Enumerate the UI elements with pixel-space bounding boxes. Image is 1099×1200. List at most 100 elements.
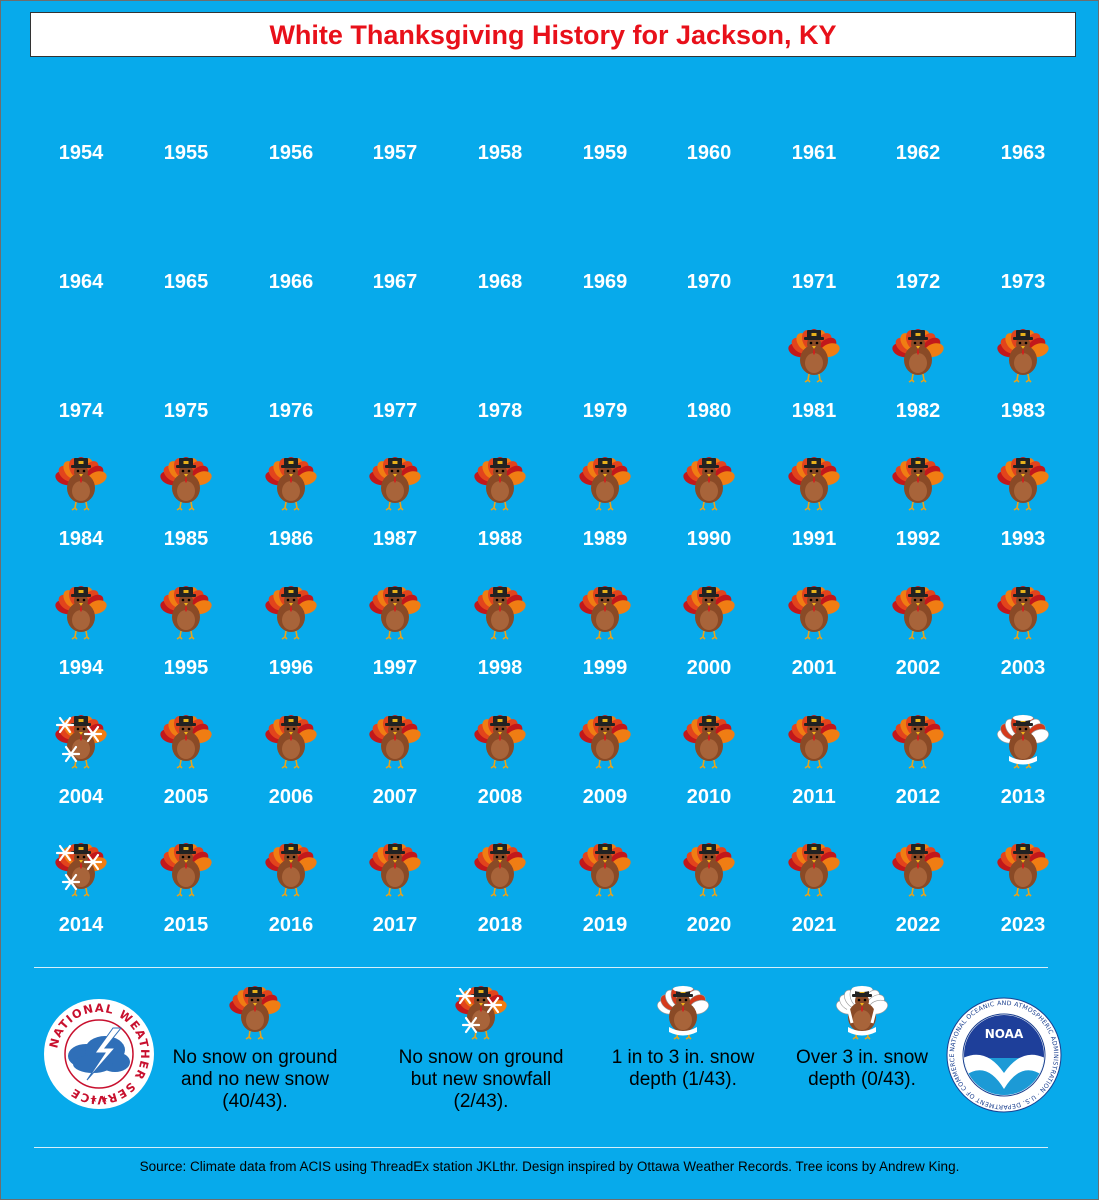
year-label: 1985 xyxy=(163,528,209,550)
turkey-plain-icon xyxy=(261,708,321,772)
year-label: 1976 xyxy=(268,400,314,422)
year-label: 2009 xyxy=(582,786,628,808)
year-label: 2011 xyxy=(792,786,836,808)
year-label: 2013 xyxy=(1000,786,1046,808)
legend-label: Over 3 in. snow depth (0/43). xyxy=(796,1047,928,1090)
turkey-plain-icon xyxy=(261,579,321,643)
turkey-plain-icon xyxy=(470,708,530,772)
year-label: 1971 xyxy=(791,271,837,293)
source-note: Source: Climate data from ACIS using Thr… xyxy=(139,1159,960,1174)
turkey-plain-icon xyxy=(470,836,530,900)
year-label: 1954 xyxy=(58,142,104,164)
year-label: 1975 xyxy=(163,400,209,422)
year-label: 2018 xyxy=(477,914,523,936)
year-label: 1978 xyxy=(477,400,523,422)
turkey-plain-icon xyxy=(679,708,739,772)
year-label: 1970 xyxy=(686,271,732,293)
year-label: 1958 xyxy=(477,142,523,164)
turkey-plain-icon xyxy=(156,450,216,514)
turkey-plain-icon xyxy=(888,322,948,386)
year-label: 1974 xyxy=(58,400,104,422)
year-label: 1969 xyxy=(582,271,628,293)
title-box: White Thanksgiving History for Jackson, … xyxy=(30,12,1076,57)
year-label: 1965 xyxy=(163,271,209,293)
turkey-plain-icon xyxy=(225,979,285,1043)
turkey-plain-icon xyxy=(365,836,425,900)
year-label: 1956 xyxy=(268,142,314,164)
year-label: 1980 xyxy=(686,400,732,422)
year-label: 1999 xyxy=(582,657,628,679)
year-label: 2023 xyxy=(1000,914,1046,936)
turkey-plain-icon xyxy=(993,579,1053,643)
nws-logo: NATIONAL WEATHER SERVICE ★ ★ xyxy=(43,998,155,1110)
turkey-plain-icon xyxy=(888,579,948,643)
turkey-plain-icon xyxy=(365,579,425,643)
year-label: 1992 xyxy=(895,528,941,550)
year-label: 2001 xyxy=(791,657,837,679)
year-label: 2019 xyxy=(582,914,628,936)
turkey-snowflakes-icon xyxy=(451,979,511,1043)
legend-label: No snow on ground but new snowfall (2/43… xyxy=(398,1047,564,1112)
year-label: 1983 xyxy=(1000,400,1046,422)
page-title: White Thanksgiving History for Jackson, … xyxy=(269,20,837,50)
year-label: 1955 xyxy=(163,142,209,164)
turkey-plain-icon xyxy=(365,708,425,772)
turkey-plain-icon xyxy=(575,708,635,772)
year-label: 1962 xyxy=(895,142,941,164)
turkey-plain-icon xyxy=(156,579,216,643)
year-label: 1987 xyxy=(372,528,418,550)
turkey-plain-icon xyxy=(261,836,321,900)
year-label: 1989 xyxy=(582,528,628,550)
turkey-plain-icon xyxy=(156,708,216,772)
year-label: 1967 xyxy=(372,271,418,293)
divider-top xyxy=(34,967,1048,968)
year-label: 1986 xyxy=(268,528,314,550)
year-label: 1993 xyxy=(1000,528,1046,550)
turkey-light-snow-icon xyxy=(993,708,1053,772)
year-label: 1961 xyxy=(791,142,837,164)
year-label: 1996 xyxy=(268,657,314,679)
noaa-label: NOAA xyxy=(985,1027,1024,1041)
legend-label: 1 in to 3 in. snow depth (1/43). xyxy=(611,1047,755,1090)
year-label: 2015 xyxy=(163,914,209,936)
turkey-plain-icon xyxy=(784,579,844,643)
year-label: 2017 xyxy=(372,914,418,936)
legend-label: No snow on ground and no new snow (40/43… xyxy=(172,1047,338,1112)
turkey-plain-icon xyxy=(261,450,321,514)
year-label: 1981 xyxy=(791,400,837,422)
turkey-plain-icon xyxy=(888,708,948,772)
divider-bottom xyxy=(34,1147,1048,1148)
year-label: 2014 xyxy=(58,914,104,936)
year-label: 1972 xyxy=(895,271,941,293)
year-label: 1973 xyxy=(1000,271,1046,293)
year-label: 2006 xyxy=(268,786,314,808)
turkey-plain-icon xyxy=(679,836,739,900)
year-label: 1990 xyxy=(686,528,732,550)
turkey-plain-icon xyxy=(679,450,739,514)
turkey-heavy-snow-icon xyxy=(832,979,892,1043)
year-label: 1963 xyxy=(1000,142,1046,164)
year-label: 1982 xyxy=(895,400,941,422)
turkey-plain-icon xyxy=(470,579,530,643)
year-label: 2016 xyxy=(268,914,314,936)
year-label: 1968 xyxy=(477,271,523,293)
turkey-snowflakes-icon xyxy=(51,708,111,772)
year-label: 2000 xyxy=(686,657,732,679)
year-label: 2005 xyxy=(163,786,209,808)
year-label: 1966 xyxy=(268,271,314,293)
year-label: 2002 xyxy=(895,657,941,679)
year-label: 1960 xyxy=(686,142,732,164)
year-label: 1994 xyxy=(58,657,104,679)
year-label: 2004 xyxy=(58,786,104,808)
svg-text:★ ★: ★ ★ xyxy=(90,1094,109,1104)
turkey-plain-icon xyxy=(784,836,844,900)
year-label: 2012 xyxy=(895,786,941,808)
year-label: 2007 xyxy=(372,786,418,808)
year-label: 1979 xyxy=(582,400,628,422)
turkey-plain-icon xyxy=(575,450,635,514)
year-label: 2020 xyxy=(686,914,732,936)
turkey-plain-icon xyxy=(888,836,948,900)
turkey-plain-icon xyxy=(575,836,635,900)
year-label: 2021 xyxy=(791,914,837,936)
